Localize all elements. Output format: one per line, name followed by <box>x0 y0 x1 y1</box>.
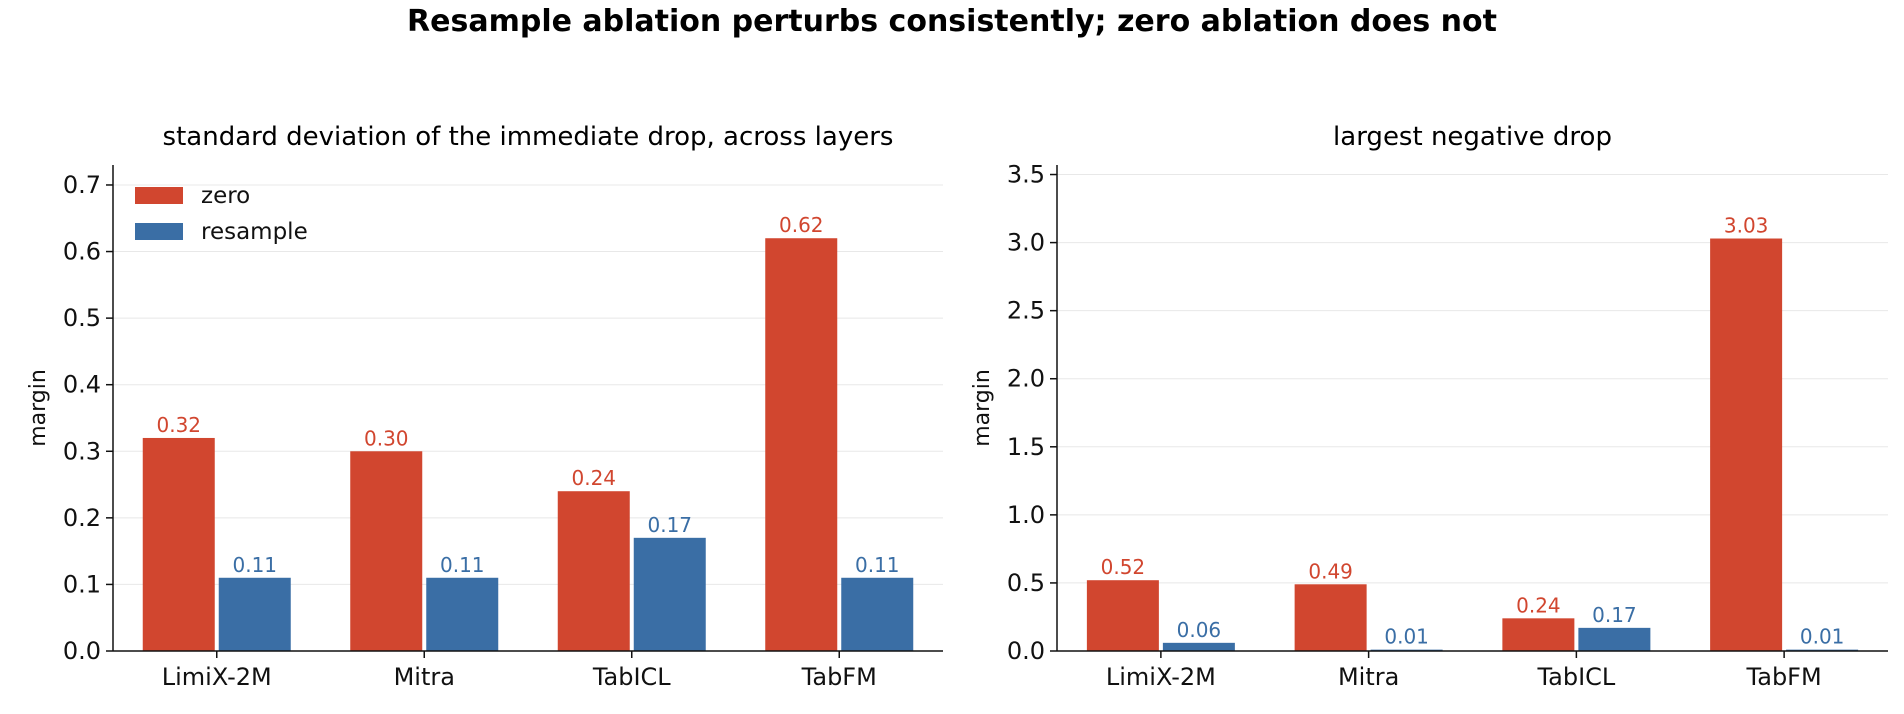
x-tick-label: TabICL <box>592 663 671 691</box>
y-tick-label: 1.0 <box>1007 501 1045 529</box>
x-tick-label: TabICL <box>1536 663 1615 691</box>
panel-title: largest negative drop <box>1333 122 1612 152</box>
y-tick-label: 0.0 <box>1007 637 1045 665</box>
panel-title: standard deviation of the immediate drop… <box>163 122 894 152</box>
legend-swatch-resample <box>135 223 183 240</box>
y-tick-label: 0.4 <box>63 371 101 399</box>
legend-label-zero: zero <box>201 183 250 209</box>
legend-swatch-zero <box>135 187 183 204</box>
x-tick-label: TabFM <box>1746 663 1822 691</box>
data-label-zero: 0.62 <box>779 213 824 237</box>
data-label-resample: 0.06 <box>1177 618 1222 642</box>
bar-zero-mitra <box>350 451 423 651</box>
y-tick-label: 3.0 <box>1007 229 1045 257</box>
data-label-resample: 0.11 <box>855 553 900 577</box>
data-label-resample: 0.17 <box>1592 603 1637 627</box>
data-label-zero: 0.24 <box>571 466 616 490</box>
y-tick-label: 0.3 <box>63 437 101 465</box>
bar-zero-tabicl <box>557 491 630 651</box>
y-tick-label: 0.1 <box>63 570 101 598</box>
data-label-zero: 3.03 <box>1724 214 1769 238</box>
x-tick-label: TabFM <box>801 663 877 691</box>
bar-zero-tabfm <box>765 238 838 651</box>
data-label-zero: 0.52 <box>1101 555 1146 579</box>
bar-zero-limix-2m <box>1086 580 1159 651</box>
data-label-resample: 0.11 <box>232 553 277 577</box>
bar-zero-mitra <box>1294 584 1367 651</box>
y-axis-label: margin <box>970 369 995 447</box>
y-tick-label: 0.5 <box>63 304 101 332</box>
bar-zero-tabfm <box>1710 238 1783 651</box>
x-tick-label: Mitra <box>394 663 455 691</box>
data-label-zero: 0.30 <box>364 426 409 450</box>
panel-std-immediate-drop: standard deviation of the immediate drop… <box>26 122 943 691</box>
legend-label-resample: resample <box>201 219 308 245</box>
bar-zero-limix-2m <box>142 437 215 651</box>
data-label-resample: 0.01 <box>1384 625 1429 649</box>
x-tick-label: LimiX-2M <box>162 663 272 691</box>
y-tick-label: 0.2 <box>63 504 101 532</box>
data-label-resample: 0.01 <box>1800 625 1845 649</box>
y-tick-label: 0.5 <box>1007 569 1045 597</box>
y-tick-label: 2.0 <box>1007 365 1045 393</box>
x-tick-label: LimiX-2M <box>1106 663 1216 691</box>
bar-resample-limix-2m <box>218 577 291 651</box>
y-tick-label: 0.6 <box>63 238 101 266</box>
data-label-resample: 0.11 <box>440 553 485 577</box>
y-tick-label: 3.5 <box>1007 161 1045 189</box>
bar-resample-tabicl <box>633 537 706 651</box>
x-tick-label: Mitra <box>1338 663 1399 691</box>
figure-title: Resample ablation perturbs consistently;… <box>407 4 1497 39</box>
y-axis-label: margin <box>26 369 51 447</box>
bar-resample-tabicl <box>1578 627 1651 651</box>
data-label-zero: 0.49 <box>1308 559 1353 583</box>
data-label-zero: 0.32 <box>156 413 201 437</box>
bar-resample-mitra <box>426 577 499 651</box>
y-tick-label: 1.5 <box>1007 433 1045 461</box>
y-tick-label: 0.0 <box>63 637 101 665</box>
y-tick-label: 2.5 <box>1007 297 1045 325</box>
data-label-resample: 0.17 <box>647 513 692 537</box>
panel-largest-negative-drop: largest negative drop 0.0 0.5 1.0 1.5 2.0 2.5 3… <box>970 122 1888 691</box>
data-label-zero: 0.24 <box>1516 593 1561 617</box>
bar-zero-tabicl <box>1502 618 1575 651</box>
bar-resample-tabfm <box>841 577 914 651</box>
y-tick-label: 0.7 <box>63 171 101 199</box>
bar-resample-limix-2m <box>1162 642 1235 651</box>
